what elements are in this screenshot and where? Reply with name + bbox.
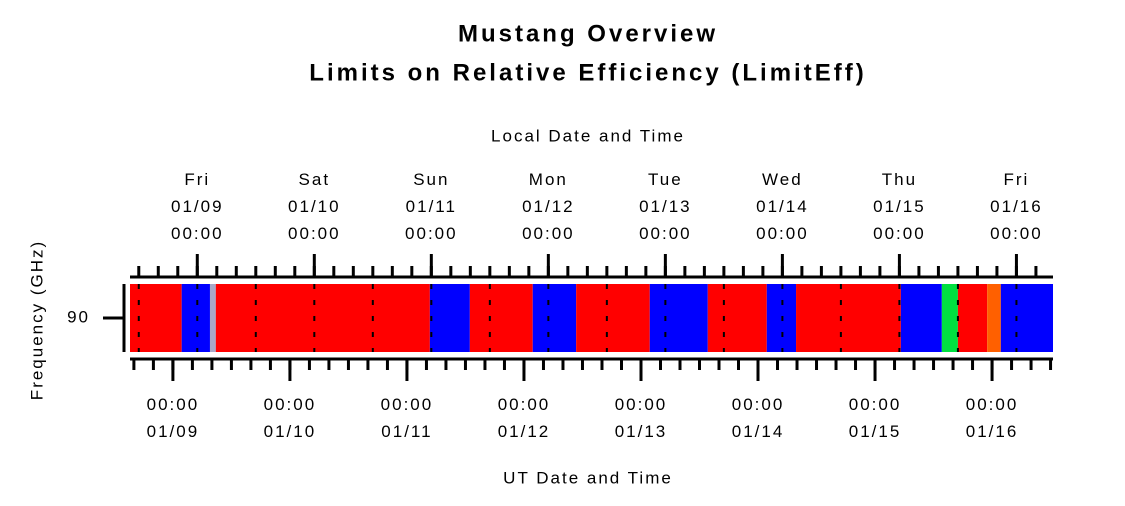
x2-tick-label: Sun 01/11 00:00	[405, 170, 458, 243]
segment	[649, 284, 708, 352]
segment	[987, 284, 1001, 352]
segment	[209, 284, 216, 352]
segment	[130, 284, 182, 352]
plot-area: Fri 01/09 00:00 Sat 01/10 00:00 Sun 01/11 00:00 M…	[67, 170, 1053, 441]
segment	[532, 284, 577, 352]
y-tick-label: 90	[67, 307, 90, 326]
chart-subtitle: Limits on Relative Efficiency (LimitEff)	[309, 59, 866, 86]
x2-tick-label: Wed 01/14 00:00	[756, 170, 809, 243]
x2-tick-label: Mon 01/12 00:00	[522, 170, 575, 243]
x2-tick-label: Tue 01/13 00:00	[639, 170, 692, 243]
y-axis-title: Frequency (GHz)	[27, 240, 46, 400]
x2-tick-label: Fri 01/16 00:00	[990, 170, 1043, 243]
segment	[429, 284, 470, 352]
segment	[957, 284, 988, 352]
segment	[900, 284, 942, 352]
x-axis-title: UT Date and Time	[503, 468, 673, 487]
segment	[941, 284, 958, 352]
x2-tick-label: Sat 01/10 00:00	[288, 170, 341, 243]
x2-tick-label: Thu 01/15 00:00	[873, 170, 926, 243]
x-tick-label: 00:00 01/11	[381, 395, 434, 441]
x-tick-label: 00:00 01/12	[498, 395, 551, 441]
segment	[1000, 284, 1053, 352]
segment	[707, 284, 767, 352]
chart-title: Mustang Overview	[458, 20, 718, 47]
x-tick-label: 00:00 01/09	[147, 395, 200, 441]
x-tick-label: 00:00 01/16	[966, 395, 1019, 441]
segment	[469, 284, 533, 352]
segment	[181, 284, 210, 352]
x2-axis-title: Local Date and Time	[491, 126, 685, 145]
x-tick-label: 00:00 01/13	[615, 395, 668, 441]
x-tick-label: 00:00 01/15	[849, 395, 902, 441]
x2-tick-label: Fri 01/09 00:00	[171, 170, 224, 243]
segment	[576, 284, 650, 352]
segment	[215, 284, 430, 352]
x-tick-label: 00:00 01/10	[264, 395, 317, 441]
x-tick-label: 00:00 01/14	[732, 395, 785, 441]
segment	[796, 284, 901, 352]
